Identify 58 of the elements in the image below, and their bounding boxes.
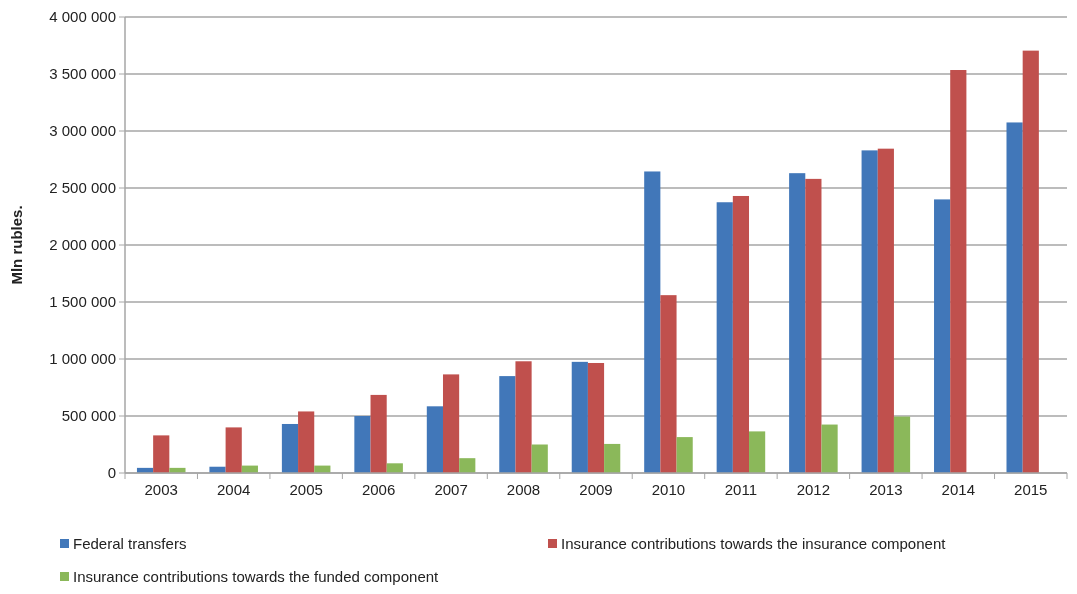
bar <box>676 437 693 473</box>
bar <box>877 148 894 473</box>
x-tick-label: 2003 <box>144 481 178 498</box>
bar <box>354 416 371 473</box>
legend-label: Federal transfers <box>73 535 187 553</box>
bar <box>789 173 806 473</box>
x-tick-label: 2009 <box>579 481 613 498</box>
bar <box>604 443 621 473</box>
bar <box>893 416 911 473</box>
y-tick-label: 500 000 <box>61 407 116 425</box>
legend-label: Insurance contributions towards the insurance component <box>561 535 947 553</box>
y-tick-label: 2 000 000 <box>49 236 116 254</box>
x-tick-label: 2004 <box>217 481 251 498</box>
bar <box>821 424 838 473</box>
bar <box>153 435 170 473</box>
bar <box>732 195 750 473</box>
y-tick-label: 4 000 000 <box>49 8 116 26</box>
y-tick-label: 3 000 000 <box>49 122 116 140</box>
x-tick-label: 2008 <box>506 481 541 498</box>
bar <box>571 361 588 473</box>
bar <box>499 376 516 473</box>
y-tick-label: 1 500 000 <box>49 293 116 311</box>
legend-label: Insurance contributions towards the funded component <box>73 568 440 586</box>
x-tick-label: 2013 <box>869 481 903 498</box>
y-tick-label: 1 000 000 <box>49 350 116 368</box>
bar <box>587 362 605 473</box>
bar <box>426 406 443 473</box>
bar <box>442 374 460 473</box>
x-tick-label: 2005 <box>289 481 323 498</box>
bar <box>950 70 967 473</box>
x-tick-label: 2006 <box>361 481 396 498</box>
bar <box>515 361 532 473</box>
bar <box>749 431 766 473</box>
y-tick-label: 3 500 000 <box>49 65 116 83</box>
x-tick-label: 2015 <box>1014 481 1048 498</box>
y-tick-label: 2 500 000 <box>49 179 116 197</box>
x-tick-label: 2011 <box>724 481 758 498</box>
bar <box>934 199 951 473</box>
x-tick-label: 2007 <box>434 481 468 498</box>
bar <box>861 150 878 473</box>
x-tick-label: 2014 <box>941 481 975 498</box>
y-tick-label: 0 <box>107 464 116 482</box>
bar <box>1006 122 1023 473</box>
bar <box>660 295 677 473</box>
y-axis-title: Mln rubles. <box>8 205 25 285</box>
bar <box>716 202 733 473</box>
bar <box>225 427 242 473</box>
bar <box>531 444 548 473</box>
bar <box>1022 50 1039 473</box>
x-tick-label: 2010 <box>651 481 686 498</box>
x-tick-label: 2012 <box>796 481 831 498</box>
bar <box>386 463 403 473</box>
bar <box>298 411 315 473</box>
bar <box>805 178 822 473</box>
bar <box>644 171 661 473</box>
bar <box>459 458 476 473</box>
bar <box>370 394 387 473</box>
bar <box>281 423 299 473</box>
